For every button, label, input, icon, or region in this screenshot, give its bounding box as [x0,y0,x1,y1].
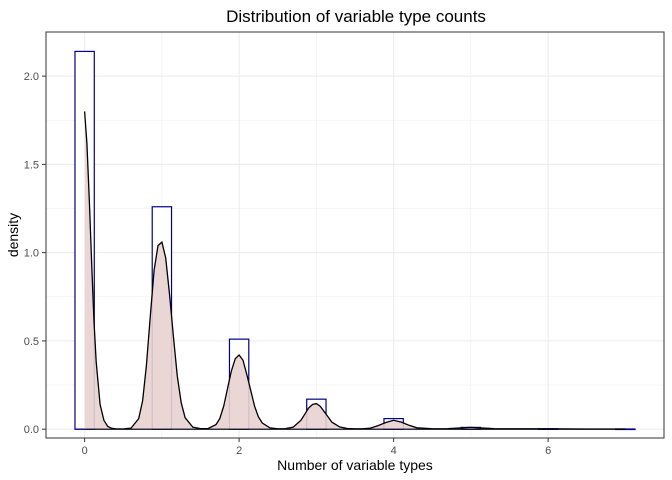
y-tick-label: 2.0 [24,71,39,83]
density-curve [83,111,626,430]
y-tick-label: 0.5 [24,336,39,348]
density-line [83,111,626,430]
x-tick-label: 0 [82,445,88,457]
x-tick-label: 2 [236,445,242,457]
y-tick-label: 1.5 [24,159,39,171]
y-axis-ticks: 0.0 0.5 1.0 1.5 2.0 [24,71,46,436]
x-axis-title: Number of variable types [277,457,433,473]
x-tick-label: 4 [391,445,397,457]
plot-panel [46,32,664,438]
y-axis-title: density [5,213,21,257]
y-tick-label: 0.0 [24,424,39,436]
y-tick-label: 1.0 [24,248,39,260]
plot-border [45,31,665,439]
x-axis-ticks: 0 2 4 6 [82,438,551,457]
x-tick-label: 6 [545,445,551,457]
chart-title: Distribution of variable type counts [226,7,486,26]
